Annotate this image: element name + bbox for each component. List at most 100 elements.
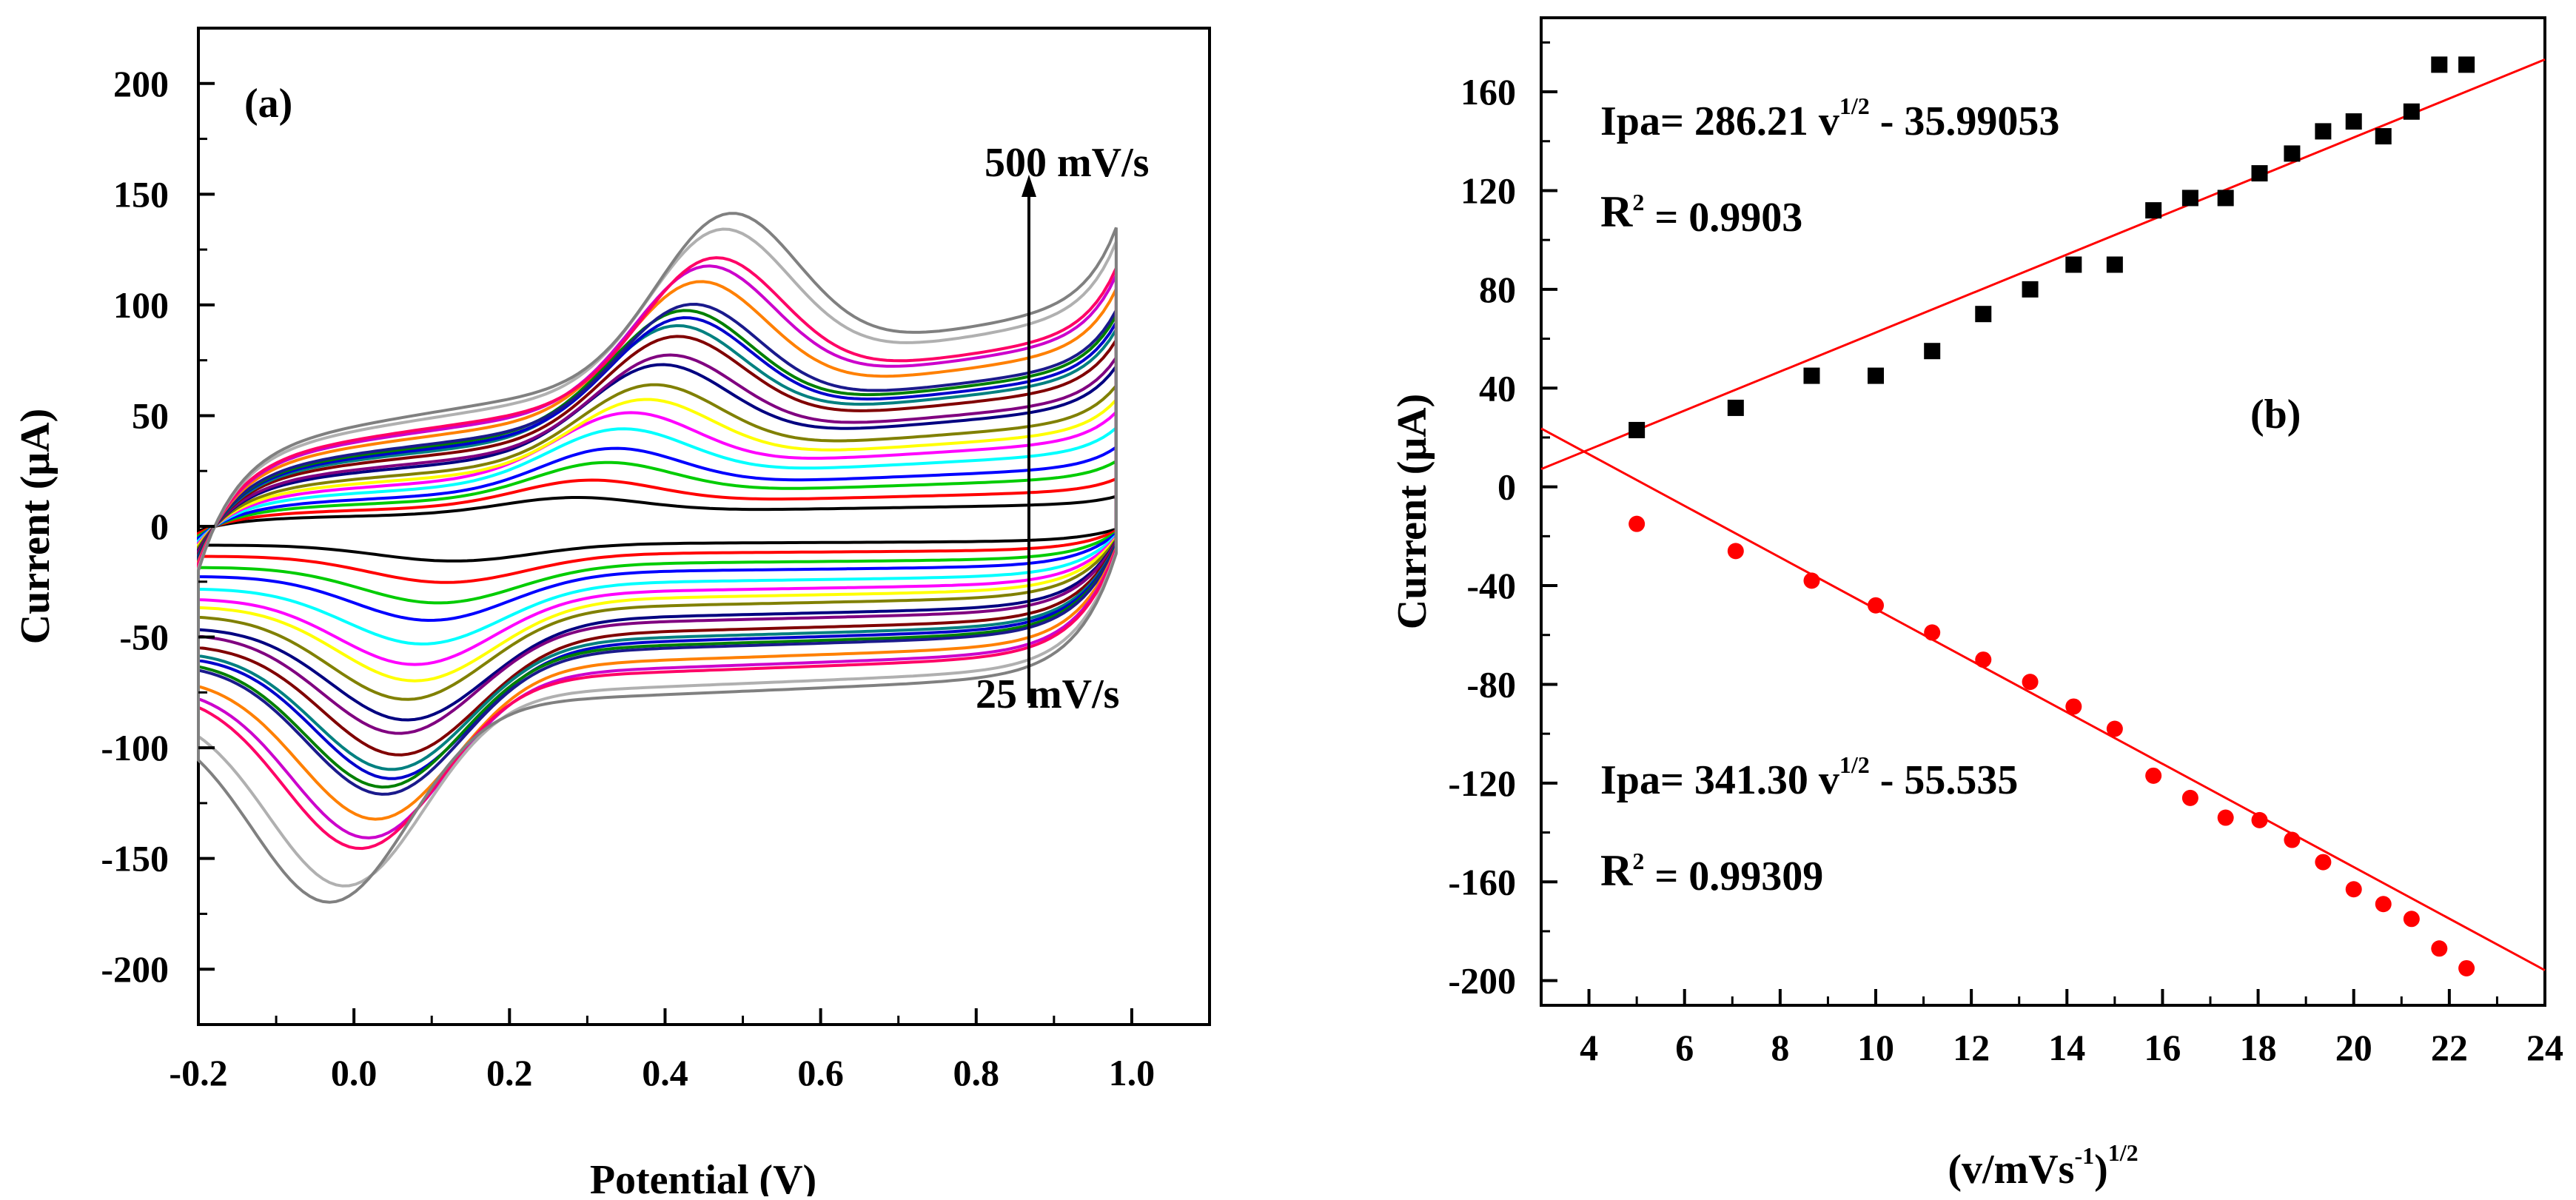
anodic-r2-sup: 2 <box>1632 189 1644 215</box>
panel-b-x-axis-label: (v/mVs-1)1/2 <box>1948 1139 2138 1193</box>
panel-b-y-tick-label: 80 <box>1479 269 1516 310</box>
cathodic-fit-line <box>1540 427 2546 971</box>
panel-a-x-tick-label: 0.4 <box>642 1052 688 1093</box>
anodic-point <box>2375 128 2392 145</box>
panel-a-label: (a) <box>244 81 292 127</box>
anodic-eq-tail: - 35.99053 <box>1870 98 2060 144</box>
panel-b-x-tick-label: 18 <box>2240 1027 2277 1068</box>
panel-a-y-tick-label: 50 <box>132 395 169 436</box>
b-xlabel-sup2: 1/2 <box>2108 1139 2139 1166</box>
cathodic-point <box>1803 572 1820 589</box>
panel-b-x-tick-label: 6 <box>1675 1027 1694 1068</box>
panel-a-y-tick-label: -100 <box>101 727 169 768</box>
anodic-point <box>2431 56 2448 73</box>
b-xlabel-sup1: -1 <box>2074 1142 2094 1169</box>
panel-a-x-tick-label: 0.0 <box>331 1052 378 1093</box>
anodic-fit-line <box>1540 58 2546 471</box>
anodic-point <box>2403 103 2420 120</box>
cathodic-r2-sup: 2 <box>1632 848 1644 874</box>
panel-a-x-tick-label: 0.8 <box>953 1052 1000 1093</box>
panel-b-ticks <box>1540 41 2546 1005</box>
cathodic-r2: R2 = 0.99309 <box>1600 846 1823 899</box>
panel-b-label: (b) <box>2250 392 2301 438</box>
panel-b-x-tick-label: 8 <box>1771 1027 1789 1068</box>
panel-b-y-tick-label: -40 <box>1466 565 1516 606</box>
anodic-point <box>1868 367 1884 384</box>
panel-a-x-tick-label: -0.2 <box>169 1052 227 1093</box>
panel-b-x-tick-label: 14 <box>2048 1027 2085 1068</box>
b-xlabel-close: ) <box>2094 1147 2108 1193</box>
panel-b-y-tick-label: 40 <box>1479 367 1516 409</box>
panel-b-y-tick-label: 0 <box>1497 466 1516 508</box>
cathodic-point <box>2065 698 2082 715</box>
cathodic-point <box>2284 831 2301 848</box>
cathodic-point <box>2145 767 2162 784</box>
anodic-point <box>2145 202 2162 219</box>
cathodic-point <box>2315 854 2332 871</box>
panel-a-ticks <box>197 27 1211 1026</box>
panel-b-y-tick-label: -200 <box>1448 960 1516 1002</box>
cathodic-point <box>2217 809 2234 826</box>
cathodic-point <box>2022 674 2039 691</box>
arrow-label-bottom: 25 mV/s <box>976 671 1119 717</box>
anodic-point <box>2315 123 2332 140</box>
cathodic-eq-sup: 1/2 <box>1839 751 1870 778</box>
panel-a-y-axis-label: Current (μA) <box>13 409 58 644</box>
anodic-point <box>1629 421 1646 438</box>
cathodic-point <box>2458 959 2475 976</box>
anodic-point <box>2458 56 2475 73</box>
anodic-point <box>2106 256 2123 273</box>
cathodic-point <box>2251 811 2268 828</box>
panel-a-x-axis-label: Potential (V) <box>590 1157 816 1196</box>
cv-curve <box>197 212 1118 904</box>
panel-a-x-tick-label: 1.0 <box>1109 1052 1155 1093</box>
panel-b-frame <box>1540 16 2546 1007</box>
anodic-equation: Ipa= 286.21 v1/2 - 35.99053 <box>1600 93 2059 144</box>
panel-a: -0.2 0.0 0.2 0.4 0.6 0.8 1.0 -200 -150 -100 -50 0 5… <box>13 27 1211 1200</box>
anodic-eq-main: Ipa= 286.21 v <box>1600 98 1839 144</box>
scan-rate-arrowhead <box>1022 175 1036 197</box>
anodic-point <box>1924 343 1941 360</box>
anodic-r2-prefix: R <box>1600 187 1633 236</box>
panel-a-x-tick-label: 0.2 <box>486 1052 533 1093</box>
panel-b-x-tick-label: 16 <box>2144 1027 2181 1068</box>
cathodic-point <box>2181 789 2198 806</box>
panel-b-y-tick-label: -120 <box>1448 762 1516 804</box>
panel-b-y-axis-label: Current (μA) <box>1389 394 1435 629</box>
anodic-point <box>1727 399 1744 416</box>
panel-b-y-tick-label: 160 <box>1460 71 1516 113</box>
panel-a-y-tick-label: 100 <box>113 284 169 326</box>
panel-a-y-tick-label: 0 <box>150 506 169 547</box>
anodic-point <box>2251 165 2268 182</box>
cathodic-equation: Ipa= 341.30 v1/2 - 55.535 <box>1600 751 2018 803</box>
cathodic-point <box>2403 911 2420 928</box>
panel-a-y-tick-label: 150 <box>113 173 169 215</box>
panel-b-y-tick-label: -80 <box>1466 663 1516 705</box>
panel-b-y-tick-label: 120 <box>1460 170 1516 211</box>
anodic-point <box>2065 256 2082 273</box>
anodic-r2-value: = 0.9903 <box>1644 195 1802 241</box>
anodic-point <box>1975 306 1992 323</box>
panel-b-y-tick-labels: -200 -160 -120 -80 -40 0 40 80 120 160 <box>1448 71 1516 1002</box>
cathodic-point <box>2431 940 2448 957</box>
panel-b-data-points <box>1629 56 2475 976</box>
cathodic-eq-main: Ipa= 341.30 v <box>1600 757 1839 803</box>
panel-b-x-tick-label: 12 <box>1953 1027 1990 1068</box>
cathodic-point <box>2106 720 2123 737</box>
panel-b-x-tick-label: 20 <box>2335 1027 2372 1068</box>
panel-a-y-tick-label: -150 <box>101 838 169 879</box>
anodic-point <box>2284 145 2301 162</box>
cathodic-point <box>1975 651 1992 668</box>
panel-a-y-tick-labels: -200 -150 -100 -50 0 50 100 150 200 <box>101 63 169 990</box>
panel-b-x-tick-labels: 4 6 8 10 12 14 16 18 20 22 24 <box>1580 1027 2563 1068</box>
panel-b-y-tick-label: -160 <box>1448 861 1516 902</box>
panel-b-x-tick-label: 10 <box>1857 1027 1894 1068</box>
panel-a-y-tick-label: -50 <box>119 617 169 658</box>
anodic-r2: R2 = 0.9903 <box>1600 187 1802 241</box>
panel-b-x-tick-label: 4 <box>1580 1027 1598 1068</box>
panel-b-fit-lines <box>1540 58 2546 971</box>
panel-a-cv-curves <box>197 212 1118 904</box>
cathodic-point <box>1868 597 1884 614</box>
cathodic-point <box>2345 881 2362 898</box>
